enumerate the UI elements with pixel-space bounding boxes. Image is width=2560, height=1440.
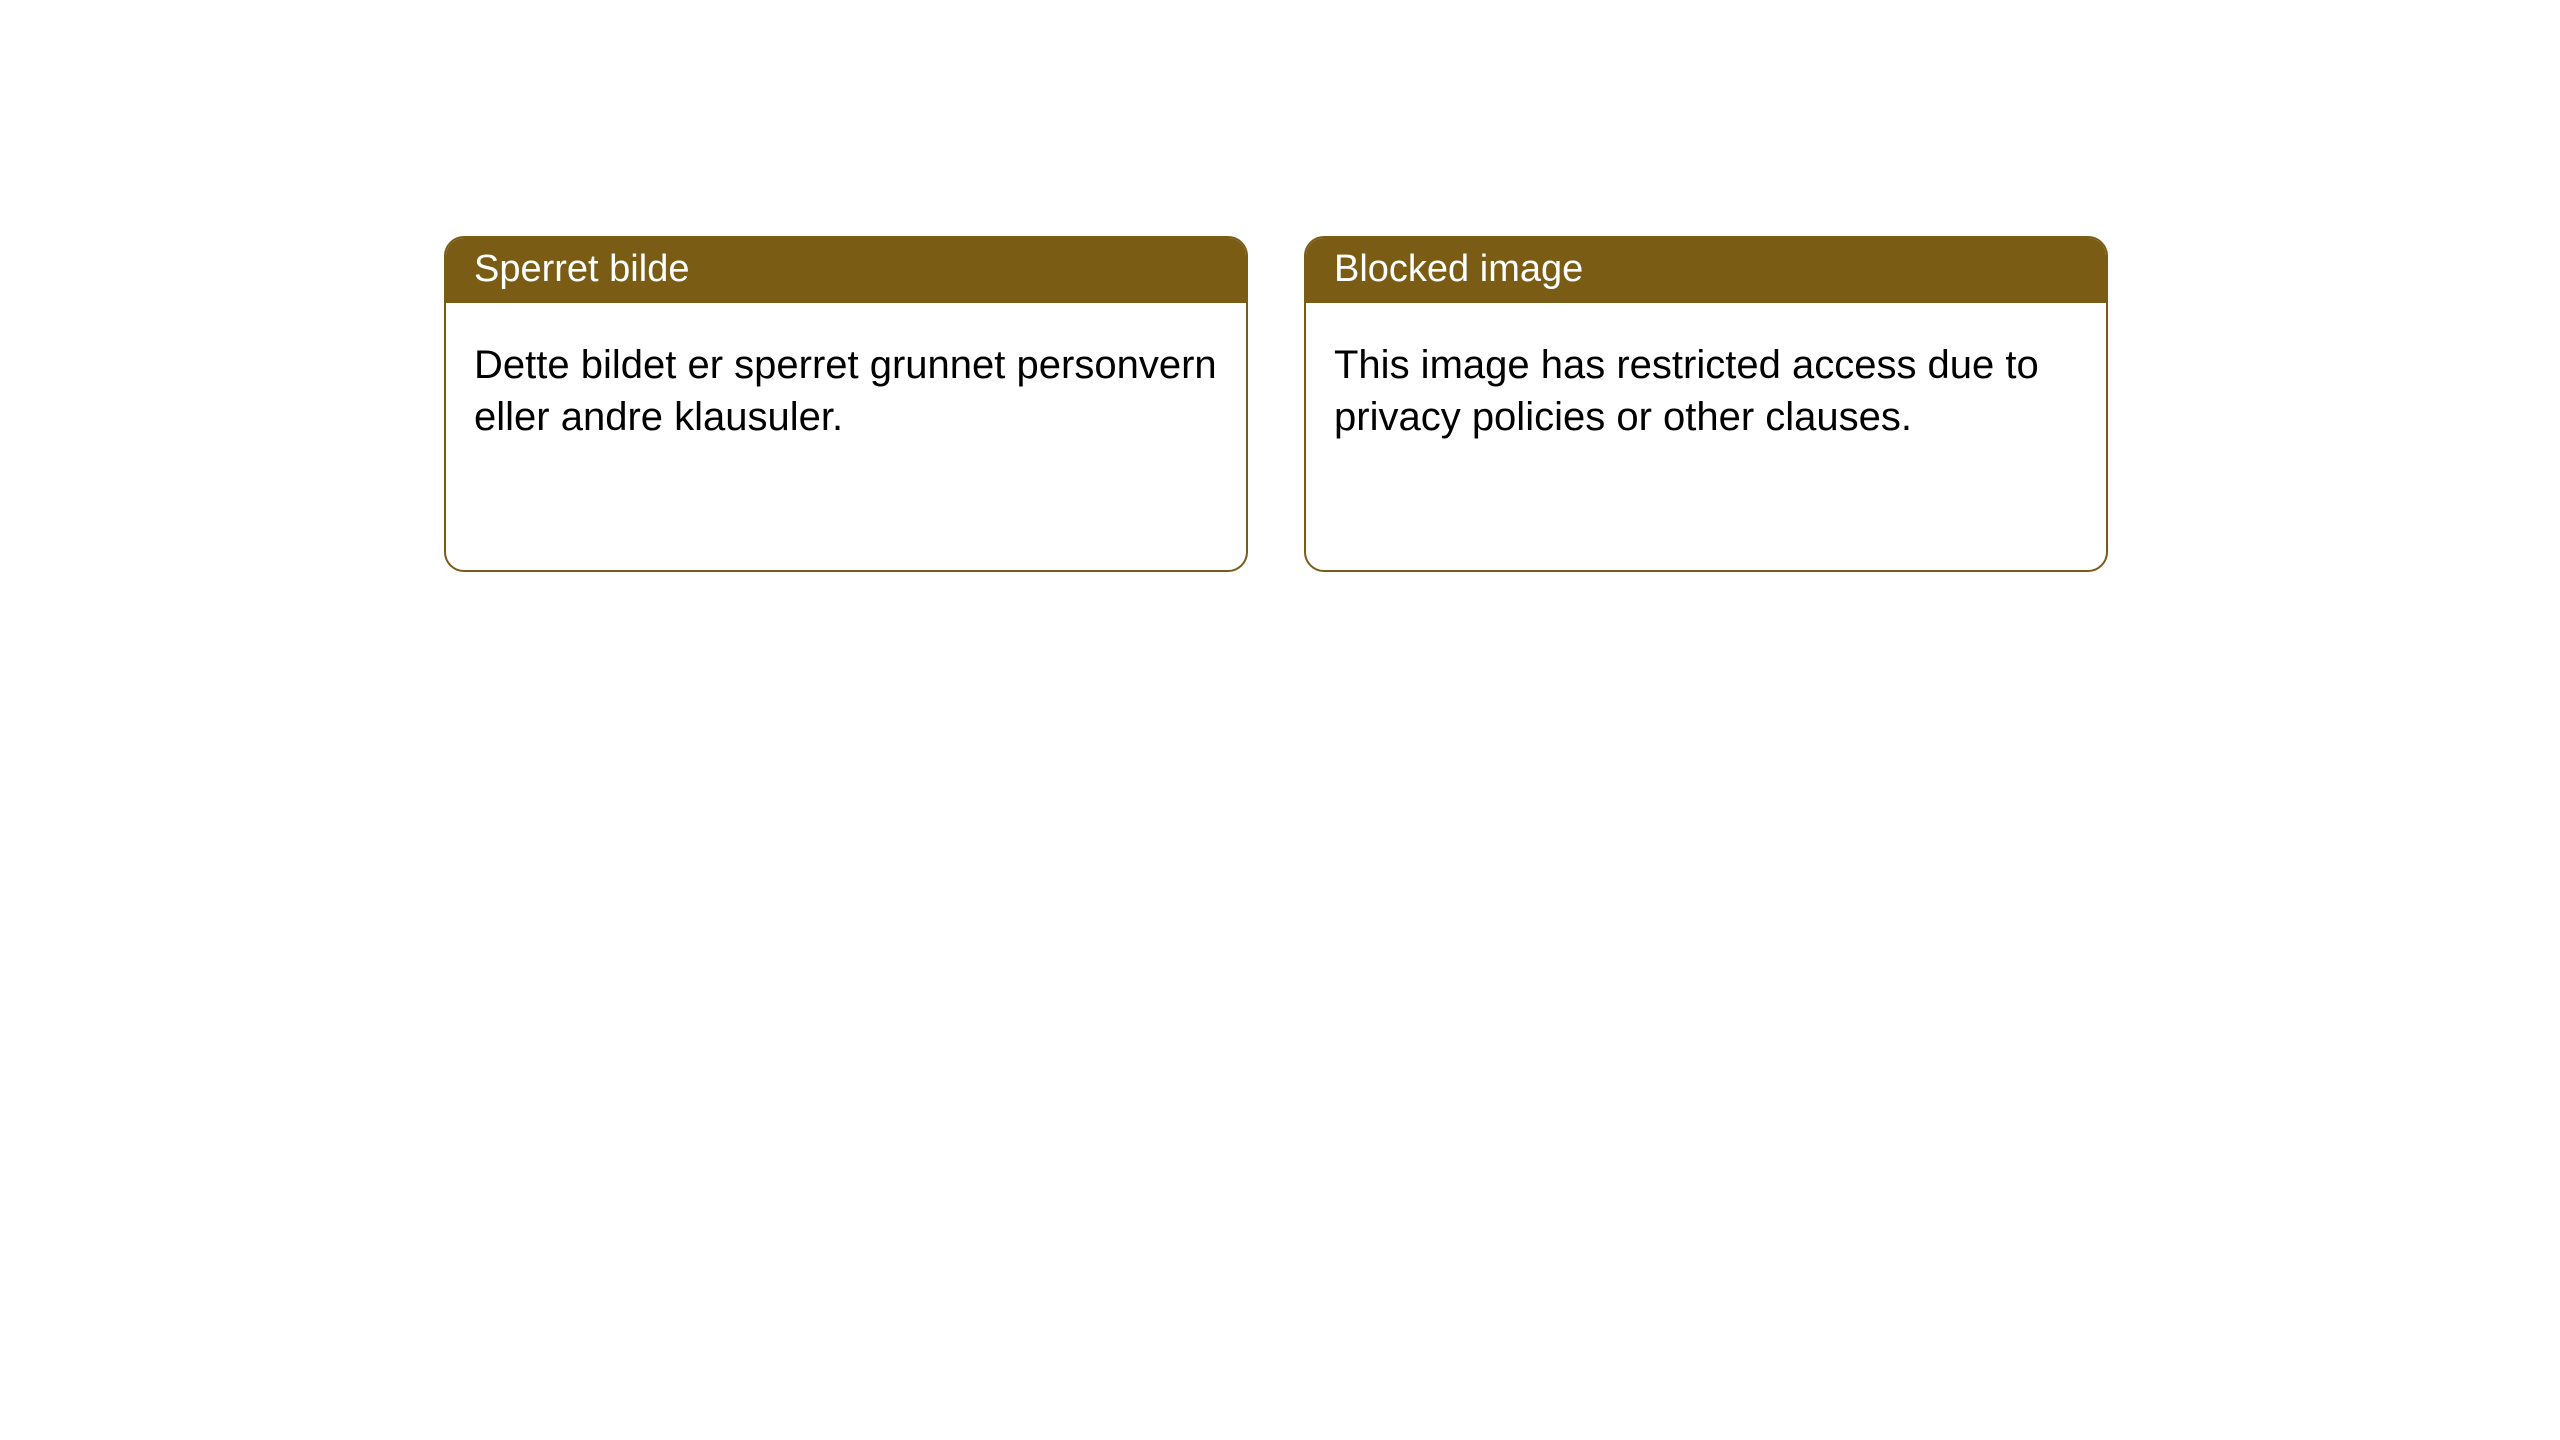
notice-card-body: This image has restricted access due to …: [1306, 303, 2106, 471]
notice-title: Sperret bilde: [474, 248, 689, 290]
notice-card-norwegian: Sperret bilde Dette bildet er sperret gr…: [444, 236, 1248, 572]
notice-title: Blocked image: [1334, 248, 1583, 290]
notice-card-body: Dette bildet er sperret grunnet personve…: [446, 303, 1246, 471]
notice-card-english: Blocked image This image has restricted …: [1304, 236, 2108, 572]
notice-card-header: Sperret bilde: [446, 238, 1246, 303]
notice-card-header: Blocked image: [1306, 238, 2106, 303]
notice-message: Dette bildet er sperret grunnet personve…: [474, 343, 1217, 439]
notice-message: This image has restricted access due to …: [1334, 343, 2039, 439]
notice-container: Sperret bilde Dette bildet er sperret gr…: [0, 0, 2560, 572]
